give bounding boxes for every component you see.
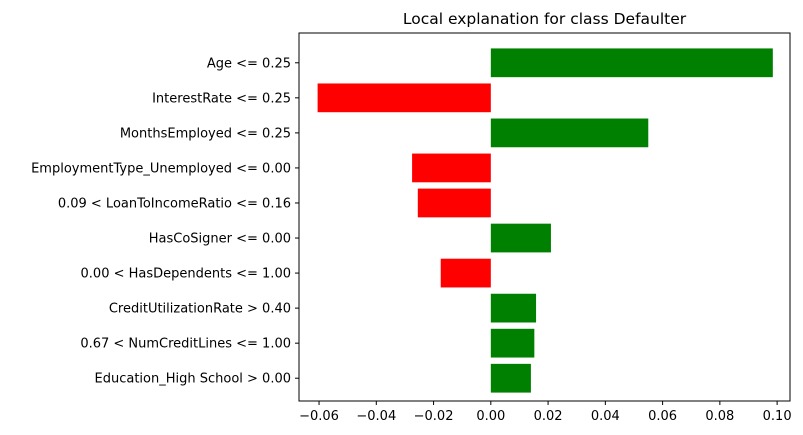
bars-layer — [317, 48, 773, 393]
y-tick-label-7: CreditUtilizationRate > 0.40 — [109, 302, 291, 317]
x-tick-label-5: 0.04 — [591, 409, 620, 424]
bar-2 — [490, 118, 649, 148]
x-tick-label-2: −0.02 — [414, 409, 454, 424]
y-tick-label-1: InterestRate <= 0.25 — [152, 91, 291, 106]
bar-5 — [490, 223, 551, 253]
x-tick-label-1: −0.04 — [356, 409, 396, 424]
x-tick-label-4: 0.02 — [534, 409, 563, 424]
y-tick-label-8: 0.67 < NumCreditLines <= 1.00 — [80, 337, 291, 352]
bar-3 — [412, 153, 491, 183]
y-tick-label-5: HasCoSigner <= 0.00 — [149, 232, 291, 247]
x-tick-label-0: −0.06 — [299, 409, 339, 424]
x-tick-label-7: 0.08 — [705, 409, 734, 424]
bar-6 — [440, 258, 491, 288]
y-tick-label-0: Age <= 0.25 — [207, 56, 291, 71]
bar-7 — [490, 293, 537, 323]
chart-title: Local explanation for class Defaulter — [403, 10, 687, 28]
bar-1 — [317, 83, 491, 113]
axes-layer: Age <= 0.25 InterestRate <= 0.25 MonthsEmp… — [31, 32, 792, 424]
x-tick-label-8: 0.10 — [763, 409, 792, 424]
y-tick-label-9: Education_High School > 0.00 — [95, 372, 292, 387]
x-tick-label-6: 0.06 — [648, 409, 677, 424]
bar-0 — [490, 48, 773, 78]
bar-8 — [490, 328, 535, 358]
bar-4 — [417, 188, 491, 218]
y-tick-label-2: MonthsEmployed <= 0.25 — [120, 126, 291, 141]
plot-frame — [298, 32, 791, 402]
y-tick-label-4: 0.09 < LoanToIncomeRatio <= 0.16 — [58, 196, 291, 211]
y-tick-label-3: EmploymentType_Unemployed <= 0.00 — [31, 161, 291, 176]
x-tick-label-3: 0.00 — [476, 409, 505, 424]
bar-9 — [490, 363, 531, 393]
y-tick-label-6: 0.00 < HasDependents <= 1.00 — [81, 267, 291, 282]
